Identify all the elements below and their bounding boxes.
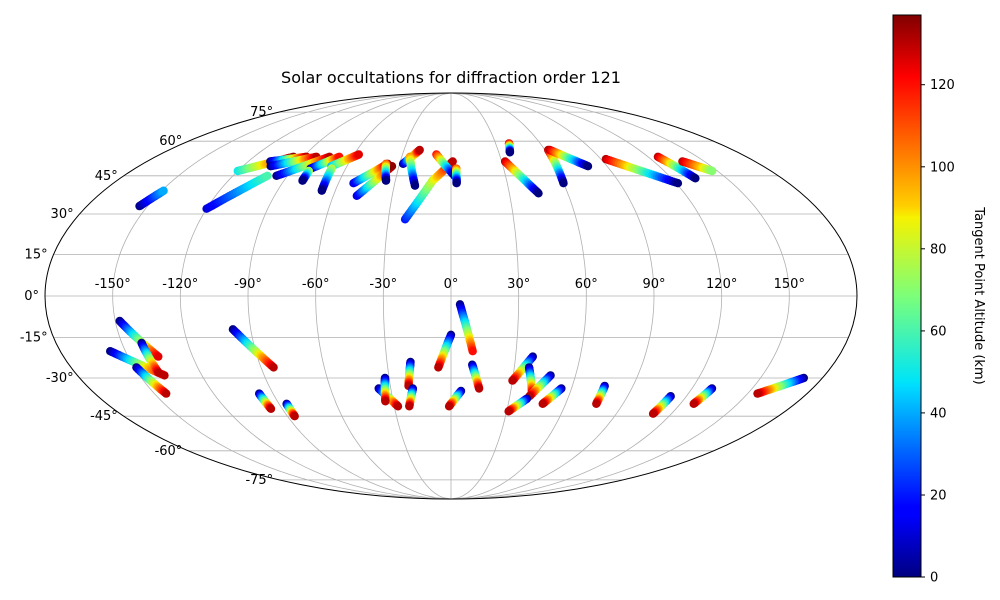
colorbar-gradient xyxy=(892,14,922,578)
data-point xyxy=(290,412,299,421)
colorbar-tick-label: 80 xyxy=(930,242,947,257)
colorbar-tick-label: 100 xyxy=(930,160,955,175)
data-point xyxy=(405,402,414,411)
data-point xyxy=(154,352,163,361)
lon-tick-label: 30° xyxy=(507,277,530,292)
data-point xyxy=(381,176,391,185)
lon-tick-label: -30° xyxy=(369,277,397,292)
lat-tick-label: -60° xyxy=(155,444,183,459)
data-point xyxy=(452,179,461,188)
colorbar-tick-label: 0 xyxy=(930,571,938,586)
longitude-tick-labels: -150° -120° -90° -60° -30° 0° 30° 60° 90° 120° 150… xyxy=(95,277,805,292)
lat-tick-label: 45° xyxy=(95,169,118,184)
data-point xyxy=(154,368,163,377)
data-point xyxy=(263,171,272,180)
data-point xyxy=(508,376,517,385)
data-point xyxy=(434,363,443,372)
data-point xyxy=(354,150,363,159)
lon-tick-label: 90° xyxy=(642,277,665,292)
data-point xyxy=(583,162,593,171)
data-point xyxy=(689,399,698,408)
data-point xyxy=(410,181,420,190)
lon-tick-label: 0° xyxy=(444,277,459,292)
colorbar-tick-label: 60 xyxy=(930,324,947,339)
lat-tick-label: -45° xyxy=(90,409,118,424)
data-point xyxy=(505,148,515,157)
data-point xyxy=(474,384,484,393)
graticule xyxy=(45,92,857,500)
data-point xyxy=(648,409,658,418)
data-point xyxy=(269,363,278,372)
data-points xyxy=(106,139,808,421)
lon-tick-label: 150° xyxy=(774,277,805,292)
data-point xyxy=(468,347,477,356)
data-point xyxy=(415,145,424,155)
data-point xyxy=(393,402,403,411)
data-point xyxy=(708,166,717,176)
data-point xyxy=(317,186,326,195)
lat-tick-label: 0° xyxy=(24,289,39,304)
data-point xyxy=(504,407,513,416)
colorbar-ticks: 0 20 40 60 80 100 120 xyxy=(921,78,955,586)
data-point xyxy=(592,399,601,408)
data-point xyxy=(298,176,307,185)
lon-tick-label: 120° xyxy=(706,277,737,292)
data-point xyxy=(266,404,276,413)
colorbar-tick-label: 120 xyxy=(930,78,955,93)
lat-tick-label: -15° xyxy=(20,331,48,346)
lon-tick-label: -150° xyxy=(95,277,131,292)
data-point xyxy=(538,399,547,408)
data-point xyxy=(444,402,454,411)
lat-tick-label: 30° xyxy=(51,207,74,222)
lat-tick-label: 60° xyxy=(159,134,182,149)
lon-tick-label: 60° xyxy=(575,277,598,292)
data-point xyxy=(691,174,700,183)
data-point xyxy=(448,157,457,166)
colorbar-tick-label: 40 xyxy=(930,406,947,421)
data-point xyxy=(673,179,683,188)
data-point xyxy=(753,389,762,398)
data-point xyxy=(162,389,171,398)
colorbar: 0 20 40 60 80 100 120 Tangent Point Altitude (… xyxy=(892,14,986,586)
colorbar-label: Tangent Point Altitude (km) xyxy=(971,206,986,384)
lat-tick-label: -30° xyxy=(46,371,74,386)
colorbar-tick-label: 20 xyxy=(930,489,947,504)
lat-tick-label: -75° xyxy=(245,473,273,488)
lon-tick-label: -120° xyxy=(162,277,198,292)
chart-title: Solar occultations for diffraction order… xyxy=(281,68,621,87)
latitude-tick-labels: 75° 60° 45° 30° 15° 0° -15° -30° -45° -60° -75° xyxy=(20,105,273,488)
data-point xyxy=(159,186,168,195)
data-point xyxy=(534,189,543,198)
lat-tick-label: 15° xyxy=(25,247,48,262)
lon-tick-label: -60° xyxy=(302,277,330,292)
data-point xyxy=(559,179,568,188)
lon-tick-label: -90° xyxy=(234,277,262,292)
data-point xyxy=(381,397,390,406)
map-boundary xyxy=(44,92,858,500)
lat-tick-label: 75° xyxy=(250,105,273,120)
